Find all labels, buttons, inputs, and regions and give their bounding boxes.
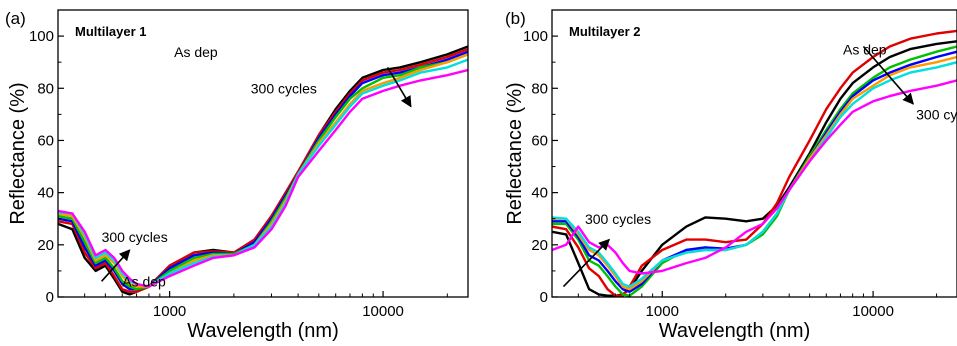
annotation-arrow [562,238,610,288]
series-line-1 [552,40,957,297]
annotation-arrow [100,249,131,282]
x-tick-label: 1000 [646,303,679,320]
y-tick-label: 100 [523,28,548,45]
panel-title: Multilayer 2 [569,24,641,39]
y-tick-label: 80 [531,80,548,97]
series-line-4 [552,50,957,293]
y-tick-label: 80 [37,80,54,97]
series-line-7 [552,79,957,275]
x-axis-title: Wavelength (nm) [659,320,811,342]
annotation-arrow [386,66,412,108]
y-tick-label: 0 [46,289,54,306]
y-tick-label: 20 [37,237,54,254]
y-tick-label: 60 [37,132,54,149]
annotation-label: As dep [122,274,166,290]
y-tick-label: 40 [531,185,548,202]
panel-title: Multilayer 1 [75,24,147,39]
x-axis-title: Wavelength (nm) [187,320,339,342]
series-line-7 [58,68,468,288]
series-line-4 [58,53,468,291]
annotation-label: 300 cycles [585,211,651,227]
x-tick-label: 10000 [852,303,894,320]
x-tick-label: 1000 [153,303,186,320]
panel-label: (a) [5,9,26,28]
annotation-label: 300 cycles [251,80,317,96]
y-axis-title: Reflectance (%) [504,82,526,224]
annotation-label: 300 cycles [102,229,168,245]
plot-frame [551,9,957,298]
y-tick-label: 100 [29,28,54,45]
y-tick-label: 20 [531,237,548,254]
series-line-5 [552,55,957,291]
series-line-2 [552,29,957,297]
annotation-label: 300 cycles [916,107,957,123]
annotation-label: As dep [843,41,887,57]
y-tick-label: 0 [540,289,548,306]
y-tick-label: 60 [531,132,548,149]
y-tick-label: 40 [37,185,54,202]
y-axis-title: Reflectance (%) [7,82,29,224]
series-group [58,45,468,296]
annotation-label: As dep [174,44,218,60]
series-line-6 [552,61,957,288]
x-tick-label: 10000 [362,303,404,320]
annotation-arrow [862,46,914,105]
series-group [552,29,957,297]
plot-frame [57,9,469,298]
panel-label: (b) [505,9,526,28]
